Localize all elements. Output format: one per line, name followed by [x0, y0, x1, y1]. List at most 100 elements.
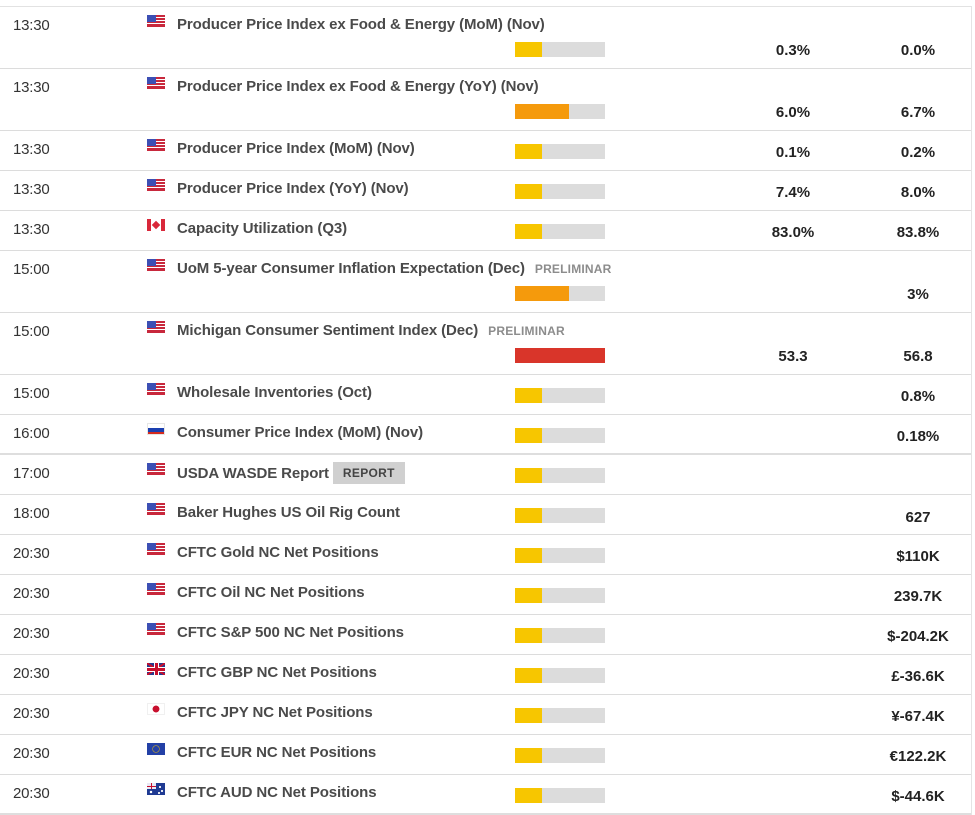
forecast-value: $110K: [896, 548, 940, 565]
impact-meter: [515, 224, 605, 239]
impact-low-fill: [515, 708, 542, 723]
forecast-value: 0.8%: [900, 388, 936, 405]
event-title[interactable]: CFTC AUD NC Net Positions: [177, 784, 377, 801]
event-title[interactable]: Baker Hughes US Oil Rig Count: [177, 504, 400, 521]
actual-value: 53.3: [778, 348, 808, 365]
event-time: 20:30: [13, 625, 50, 642]
impact-meter: [515, 104, 605, 119]
us-flag-icon: [147, 15, 165, 27]
forecast-value: ¥-67.4K: [891, 708, 945, 725]
impact-meter: [515, 548, 605, 563]
event-row[interactable]: 20:30 CFTC S&P 500 NC Net Positions $-20…: [0, 615, 971, 655]
event-row[interactable]: 16:00 Consumer Price Index (MoM) (Nov) 0…: [0, 415, 971, 455]
event-title[interactable]: CFTC Oil NC Net Positions: [177, 584, 365, 601]
japan-flag-icon: [147, 703, 165, 715]
event-time: 13:30: [13, 79, 50, 96]
us-flag-icon: [147, 463, 165, 475]
actual-value: 0.1%: [775, 144, 811, 161]
impact-meter: [515, 668, 605, 683]
impact-meter: [515, 508, 605, 523]
actual-value: 83.0%: [771, 224, 815, 241]
impact-low-fill: [515, 468, 542, 483]
event-title[interactable]: Consumer Price Index (MoM) (Nov): [177, 424, 423, 441]
impact-meter: [515, 144, 605, 159]
impact-meter: [515, 628, 605, 643]
event-row[interactable]: 20:30 CFTC EUR NC Net Positions €122.2K: [0, 735, 971, 775]
eu-flag-icon: [147, 743, 165, 755]
impact-meter: [515, 748, 605, 763]
event-time: 13:30: [13, 181, 50, 198]
event-row[interactable]: 20:30 CFTC GBP NC Net Positions £-36.6K: [0, 655, 971, 695]
forecast-value: 56.8: [903, 348, 933, 365]
forecast-value: £-36.6K: [891, 668, 945, 685]
event-title[interactable]: CFTC GBP NC Net Positions: [177, 664, 377, 681]
event-time: 20:30: [13, 585, 50, 602]
impact-low-fill: [515, 428, 542, 443]
event-title[interactable]: UoM 5-year Consumer Inflation Expectatio…: [177, 260, 525, 277]
event-time: 13:30: [13, 221, 50, 238]
event-title[interactable]: CFTC S&P 500 NC Net Positions: [177, 624, 404, 641]
canada-flag-icon: [147, 219, 165, 231]
event-title[interactable]: Wholesale Inventories (Oct): [177, 384, 372, 401]
event-title[interactable]: CFTC EUR NC Net Positions: [177, 744, 377, 761]
russia-flag-icon: [147, 423, 165, 435]
us-flag-icon: [147, 259, 165, 271]
event-row[interactable]: 20:30 CFTC Oil NC Net Positions 239.7K: [0, 575, 971, 615]
impact-meter: [515, 428, 605, 443]
actual-value: 6.0%: [775, 104, 811, 121]
impact-meter: [515, 468, 605, 483]
event-time: 20:30: [13, 545, 50, 562]
event-title[interactable]: USDA WASDE Report: [177, 464, 329, 482]
preliminary-badge: PRELIMINAR: [534, 261, 612, 276]
forecast-value: 627: [905, 509, 931, 526]
event-row[interactable]: 20:30 CFTC Gold NC Net Positions $110K: [0, 535, 971, 575]
forecast-value: $-204.2K: [887, 628, 949, 645]
impact-low-fill: [515, 144, 542, 159]
event-title[interactable]: CFTC Gold NC Net Positions: [177, 544, 379, 561]
us-flag-icon: [147, 623, 165, 635]
impact-high-fill: [515, 348, 605, 363]
event-row[interactable]: 17:00 USDA WASDE Report REPORT: [0, 455, 971, 495]
forecast-value: 0.18%: [896, 428, 940, 445]
event-time: 13:30: [13, 141, 50, 158]
event-time: 20:30: [13, 665, 50, 682]
event-title[interactable]: Producer Price Index (YoY) (Nov): [177, 180, 409, 197]
event-title[interactable]: Producer Price Index (MoM) (Nov): [177, 140, 415, 157]
economic-calendar-table: 13:30 Producer Price Index ex Food & Ene…: [0, 6, 972, 815]
impact-low-fill: [515, 628, 542, 643]
event-time: 16:00: [13, 425, 50, 442]
event-row[interactable]: 13:30 Capacity Utilization (Q3) 83.0% 83…: [0, 211, 971, 251]
us-flag-icon: [147, 383, 165, 395]
event-row[interactable]: 20:30 CFTC AUD NC Net Positions $-44.6K: [0, 775, 971, 815]
event-time: 20:30: [13, 705, 50, 722]
event-row[interactable]: 20:30 CFTC JPY NC Net Positions ¥-67.4K: [0, 695, 971, 735]
event-time: 15:00: [13, 261, 50, 278]
event-title[interactable]: Producer Price Index ex Food & Energy (M…: [177, 16, 545, 33]
us-flag-icon: [147, 139, 165, 151]
event-row[interactable]: 15:00 UoM 5-year Consumer Inflation Expe…: [0, 251, 971, 313]
event-row[interactable]: 13:30 Producer Price Index (YoY) (Nov) 7…: [0, 171, 971, 211]
event-time: 18:00: [13, 505, 50, 522]
event-row[interactable]: 18:00 Baker Hughes US Oil Rig Count 627: [0, 495, 971, 535]
forecast-value: 6.7%: [900, 104, 936, 121]
event-time: 13:30: [13, 17, 50, 34]
event-title[interactable]: Capacity Utilization (Q3): [177, 220, 348, 237]
event-title[interactable]: Michigan Consumer Sentiment Index (Dec): [177, 322, 479, 339]
event-title[interactable]: CFTC JPY NC Net Positions: [177, 704, 373, 721]
impact-meter: [515, 286, 605, 301]
event-row[interactable]: 13:30 Producer Price Index ex Food & Ene…: [0, 7, 971, 69]
event-time: 17:00: [13, 465, 50, 482]
event-title[interactable]: Producer Price Index ex Food & Energy (Y…: [177, 78, 539, 95]
impact-low-fill: [515, 548, 542, 563]
actual-value: 7.4%: [775, 184, 811, 201]
us-flag-icon: [147, 179, 165, 191]
impact-low-fill: [515, 508, 542, 523]
event-row[interactable]: 13:30 Producer Price Index ex Food & Ene…: [0, 69, 971, 131]
impact-low-fill: [515, 224, 542, 239]
impact-meter: [515, 42, 605, 57]
forecast-value: 0.2%: [900, 144, 936, 161]
event-row[interactable]: 15:00 Michigan Consumer Sentiment Index …: [0, 313, 971, 375]
event-row[interactable]: 15:00 Wholesale Inventories (Oct) 0.8%: [0, 375, 971, 415]
uk-flag-icon: [147, 663, 165, 675]
event-row[interactable]: 13:30 Producer Price Index (MoM) (Nov) 0…: [0, 131, 971, 171]
